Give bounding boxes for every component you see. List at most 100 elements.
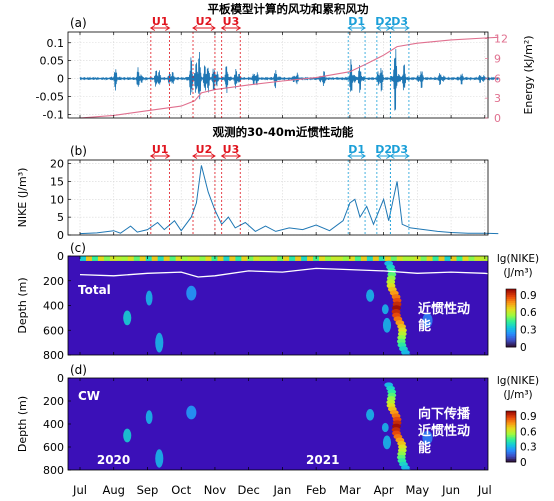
panel-d-colorbar-cell xyxy=(506,455,516,458)
panel-c-surface-cell xyxy=(432,256,440,261)
panel-c-surface-cell xyxy=(319,256,326,261)
panel-d-colorbar-cell xyxy=(506,422,516,425)
panel-d-colorbar-cell xyxy=(506,429,516,432)
panel-d-colorbar-tick-label: 0.6 xyxy=(520,426,537,438)
panel-c-depth-tick-label: 800 xyxy=(43,349,64,362)
panel-c-surface-cell xyxy=(444,256,452,261)
panel-c-cells xyxy=(79,256,488,355)
panel-c-surface-cell xyxy=(85,256,93,261)
month-label: Mar xyxy=(339,483,361,497)
event-label-U1: U1 xyxy=(152,143,169,156)
month-label: Dec xyxy=(238,483,260,497)
panel-c-surface-cell xyxy=(241,256,248,261)
panel-c-surface-cell xyxy=(438,256,446,261)
month-label: Sep xyxy=(137,483,159,497)
month-label: Feb xyxy=(306,483,326,497)
panel-c-surface-cell xyxy=(396,256,404,261)
panel-c-surface-cell xyxy=(259,256,266,261)
panel-c-surface-cell xyxy=(330,256,338,261)
event-label-U1: U1 xyxy=(152,15,169,28)
panel-a-event-arrow xyxy=(210,25,216,31)
panel-d-colorbar-cell xyxy=(506,434,516,437)
event-label-U2: U2 xyxy=(196,15,213,28)
panel-a-title: 平板模型计算的风功和累积风功 xyxy=(208,2,369,16)
panel-c-surface-cell xyxy=(414,256,422,261)
panel-c-colorbar-title: lg(NIKE) xyxy=(497,253,539,265)
panel-c-colorbar-cell xyxy=(506,316,516,319)
panel-c-surface-cell xyxy=(151,256,159,261)
panel-c-surface-cell xyxy=(223,256,230,261)
panel-d-colorbar-cell xyxy=(506,458,516,461)
panel-c-surface-cell xyxy=(342,256,350,261)
panel-c-colorbar-frame xyxy=(505,288,517,348)
panel-c-colorbar-cell xyxy=(506,335,516,338)
panel-a-right-tick-label: 3 xyxy=(494,92,501,105)
panel-d-colorbar-cell xyxy=(506,426,516,429)
panel-a-event-arrow xyxy=(389,25,395,31)
panel-a-event-arrow xyxy=(347,25,353,31)
panel-d-colorbar-cell xyxy=(506,441,516,444)
panel-d-colorbar-cell xyxy=(506,411,516,414)
panel-c-surface-cell xyxy=(336,256,344,261)
panel-d-caption-cn-line: 向下传播 xyxy=(418,406,471,422)
panel-d-colorbar-cell xyxy=(506,419,516,422)
panel-d-colorbar-unit: (J/m³) xyxy=(503,389,532,401)
panel-a-left-tick-label: -0.05 xyxy=(36,91,64,104)
panel-c-surface-cell xyxy=(229,256,236,261)
panel-a-ylabel-right: Energy (kJ/m²) xyxy=(522,35,535,114)
panel-c-surface-cell xyxy=(97,256,105,261)
panel-d-colorbar-cell xyxy=(506,416,516,419)
panel-c-surface-cell xyxy=(325,256,332,261)
panel-c-surface-cell xyxy=(468,256,475,261)
panel-c-colorbar-cell xyxy=(506,321,516,325)
panel-a-label: (a) xyxy=(70,16,87,30)
panel-d-depth-tick-label: 0 xyxy=(57,372,64,385)
panel-c-label: (c) xyxy=(70,241,86,255)
panel-b-left-tick-label: 5 xyxy=(57,211,64,224)
panel-c-plume-cell xyxy=(403,353,411,355)
panel-c-colorbar-cell xyxy=(506,302,516,305)
panel-b-event-arrow xyxy=(235,153,242,159)
panel-d-depth-tick-label: 200 xyxy=(43,395,64,408)
panel-c-surface-cell xyxy=(348,256,356,261)
panel-c-surface-cell xyxy=(163,256,171,261)
event-label-D1: D1 xyxy=(348,143,365,156)
panel-a-frame xyxy=(67,31,489,119)
panel-d-blob xyxy=(123,428,132,443)
panel-c-surface-cell xyxy=(372,256,380,261)
panel-d-colorbar-cell xyxy=(506,433,516,436)
panel-c-depth-tick-label: 400 xyxy=(43,300,64,313)
panel-d-depth-tick-label: 600 xyxy=(43,441,64,454)
event-label-U2: U2 xyxy=(196,143,213,156)
panel-c-surface-cell xyxy=(390,256,398,261)
panel-c-colorbar-cell xyxy=(506,298,516,301)
panel-b-label: (b) xyxy=(70,144,87,158)
panel-c-depth-tick-label: 200 xyxy=(43,275,64,288)
panel-c-caption-cn-line: 能 xyxy=(418,318,431,334)
panel-b-title: 观测的30-40m近惯性动能 xyxy=(213,125,354,139)
panel-c-surface-cell xyxy=(402,256,410,261)
panel-a-left-tick-label: 0 xyxy=(57,73,64,86)
panel-c-caption-en: Total xyxy=(78,283,111,297)
panel-c-colorbar-cell xyxy=(506,289,516,292)
panel-c-surface-cell xyxy=(181,256,189,261)
panel-d-cells xyxy=(123,382,433,470)
panel-a-event-arrow xyxy=(220,25,226,31)
panel-d-colorbar-frame xyxy=(505,410,517,463)
panel-c-colorbar-tick-label: 0 xyxy=(520,342,527,354)
panel-c-colorbar-tick-label: 0.3 xyxy=(520,325,537,337)
panel-d-colorbar-title: lg(NIKE) xyxy=(497,375,539,387)
panel-c-colorbar-unit: (J/m³) xyxy=(503,267,532,279)
month-label: Nov xyxy=(204,483,227,497)
panel-c-surface-cell xyxy=(366,256,374,261)
month-label: Jan xyxy=(273,483,292,497)
panel-d-depth-tick-label: 800 xyxy=(43,464,64,477)
panel-c-colorbar-cell xyxy=(506,329,516,332)
panel-c-surface-cell xyxy=(127,256,135,261)
panel-c-colorbar-cell xyxy=(506,314,516,317)
panel-c-surface-cell xyxy=(115,256,123,261)
event-label-D2: D2 xyxy=(375,143,392,156)
event-label-D3: D3 xyxy=(391,15,408,28)
panel-c-surface-cell xyxy=(145,256,153,261)
panel-c-colorbar-cell xyxy=(506,292,516,296)
